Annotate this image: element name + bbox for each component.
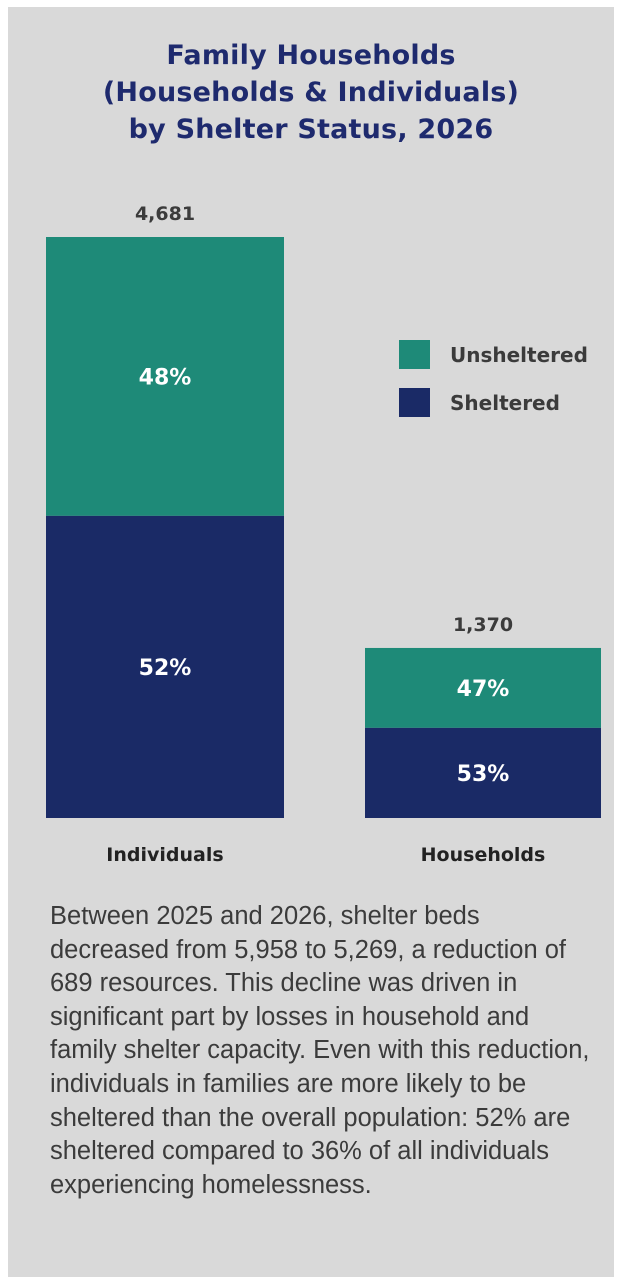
label-unsheltered-individuals: 48% [139, 365, 192, 390]
legend-swatch-sheltered [399, 388, 430, 417]
legend-label-sheltered: Sheltered [450, 391, 560, 415]
label-sheltered-individuals: 52% [139, 656, 192, 681]
label-unsheltered-households: 47% [457, 677, 510, 702]
infographic-panel: Family Households (Households & Individu… [8, 7, 614, 1277]
total-label-individuals: 4,681 [135, 203, 195, 225]
label-sheltered-households: 53% [457, 762, 510, 787]
category-label-individuals: Individuals [106, 844, 223, 866]
legend-swatch-unsheltered [399, 340, 430, 369]
chart-title: Family Households (Households & Individu… [8, 37, 614, 148]
summary-paragraph: Between 2025 and 2026, shelter beds decr… [50, 902, 590, 1199]
chart-title-line-3: by Shelter Status, 2026 [128, 114, 494, 145]
total-label-households: 1,370 [453, 614, 513, 636]
bar-unsheltered-households [365, 647, 601, 728]
legend-label-unsheltered: Unsheltered [450, 343, 588, 367]
stacked-bar-chart: 48% 52% 4,681 Individuals 47% 53% 1,370 Househo… [46, 203, 601, 866]
chart-title-line-2: (Households & Individuals) [102, 77, 520, 108]
bar-sheltered-households [365, 727, 601, 818]
bar-sheltered-individuals [46, 515, 284, 818]
chart-title-line-1: Family Households [166, 40, 456, 71]
category-label-households: Households [421, 844, 546, 866]
bar-unsheltered-individuals [46, 237, 284, 516]
